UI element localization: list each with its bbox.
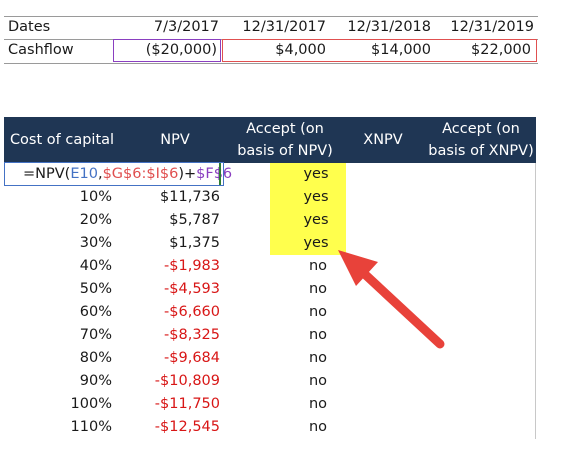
cashflow-cell-4[interactable]: $22,000 [471, 42, 531, 58]
table-row-accept[interactable]: no [308, 327, 328, 343]
header-accept-xnpv-line2: basis of XNPV) [428, 143, 534, 159]
cashflow-cell-3[interactable]: $14,000 [371, 42, 431, 58]
header-xnpv[interactable]: XNPV [363, 132, 403, 148]
table-header: Cost of capital NPV Accept (on basis of … [4, 117, 536, 163]
table-row-rate[interactable]: 40% [79, 258, 112, 274]
yes-highlight [270, 163, 346, 255]
table-row-accept[interactable]: no [308, 258, 328, 274]
date-cell-1[interactable]: 7/3/2017 [153, 19, 219, 35]
table-row-rate[interactable]: 110% [70, 419, 112, 435]
table-row-rate[interactable]: 50% [79, 281, 112, 297]
table-row-npv[interactable]: -$9,684 [164, 350, 220, 366]
header-npv[interactable]: NPV [160, 132, 190, 148]
cashflow-label[interactable]: Cashflow [8, 42, 74, 58]
table-row-accept[interactable]: yes [303, 166, 329, 182]
formula-text: =NPV(E10,$G$6:$I$6)+$F$6 [23, 166, 233, 182]
table-row-npv[interactable]: $1,375 [169, 235, 220, 251]
table-row-npv[interactable]: $11,736 [160, 189, 220, 205]
table-row-npv[interactable]: -$11,750 [154, 396, 220, 412]
table-row-rate[interactable]: 10% [79, 189, 112, 205]
table-row-accept[interactable]: no [308, 350, 328, 366]
table-row-npv[interactable]: -$1,983 [164, 258, 220, 274]
text-cursor [219, 163, 221, 185]
table-row-accept[interactable]: no [308, 373, 328, 389]
dates-label[interactable]: Dates [8, 19, 51, 35]
table-row-npv[interactable]: -$4,593 [164, 281, 220, 297]
table-right-border [535, 163, 536, 439]
date-cell-2[interactable]: 12/31/2017 [242, 19, 326, 35]
cashflow-cell-1[interactable]: ($20,000) [145, 42, 217, 58]
table-row-npv[interactable]: -$8,325 [164, 327, 220, 343]
header-accept-xnpv-line1[interactable]: Accept (on [442, 121, 520, 137]
formula-cell[interactable]: =NPV(E10,$G$6:$I$6)+$F$6 [4, 162, 232, 186]
table-row-npv[interactable]: -$12,545 [154, 419, 220, 435]
table-row-accept[interactable]: yes [303, 189, 329, 205]
table-row-rate[interactable]: 80% [79, 350, 112, 366]
date-cell-4[interactable]: 12/31/2019 [450, 19, 534, 35]
table-row-npv[interactable]: -$6,660 [164, 304, 220, 320]
table-row-accept[interactable]: yes [303, 212, 329, 228]
table-row-rate[interactable]: 60% [79, 304, 112, 320]
ref-range-g6-i6 [222, 39, 537, 62]
table-row-accept[interactable]: yes [303, 235, 329, 251]
table-row-accept[interactable]: no [308, 396, 328, 412]
table-row-accept[interactable]: no [308, 419, 328, 435]
cashflow-cell-2[interactable]: $4,000 [275, 42, 326, 58]
table-row-accept[interactable]: no [308, 304, 328, 320]
table-row-rate[interactable]: 100% [70, 396, 112, 412]
table-row-npv[interactable]: $5,787 [169, 212, 220, 228]
header-accept-npv-line1[interactable]: Accept (on [246, 121, 324, 137]
table-row-rate[interactable]: 20% [79, 212, 112, 228]
header-accept-npv-line2: basis of NPV) [237, 143, 333, 159]
ref-range-f6 [113, 39, 221, 62]
table-row-rate[interactable]: 30% [79, 235, 112, 251]
header-cost-of-capital[interactable]: Cost of capital [9, 132, 115, 148]
table-row-rate[interactable]: 90% [79, 373, 112, 389]
table-row-rate[interactable]: 70% [79, 327, 112, 343]
date-cell-3[interactable]: 12/31/2018 [347, 19, 431, 35]
table-row-npv[interactable]: -$10,809 [154, 373, 220, 389]
table-row-accept[interactable]: no [308, 281, 328, 297]
